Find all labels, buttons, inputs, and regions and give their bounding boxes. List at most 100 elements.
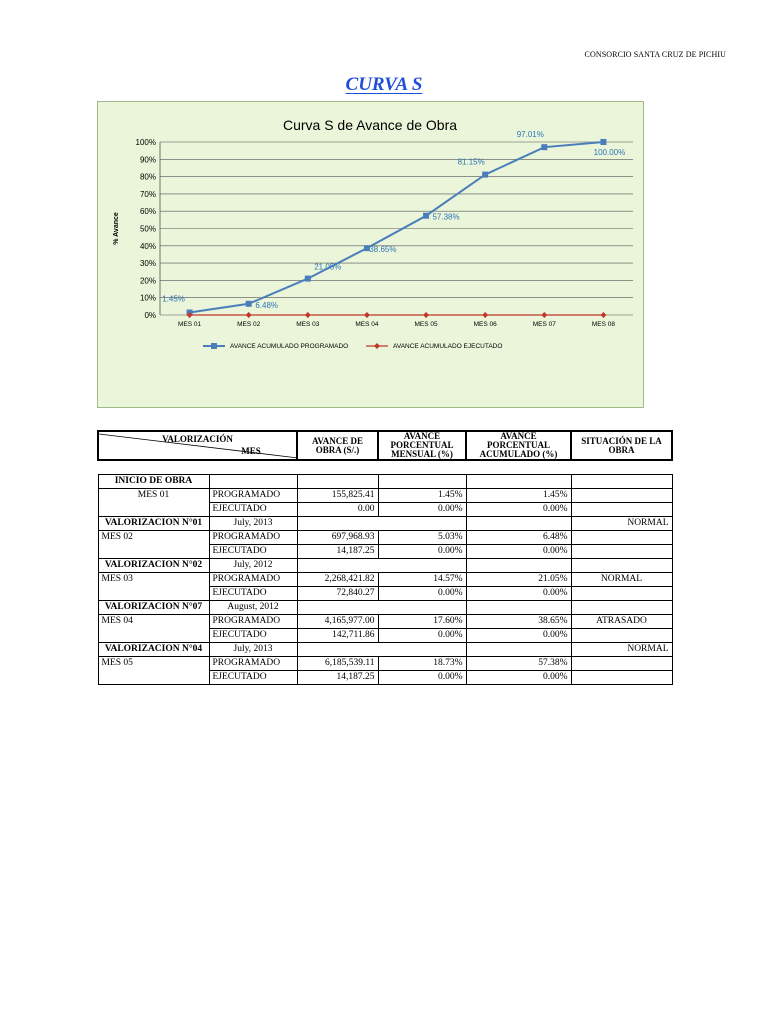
document-title: CURVA S (345, 74, 423, 95)
data-label: 57.38% (432, 213, 459, 222)
series-line (189, 141, 604, 314)
diagonal-divider (100, 433, 295, 458)
mensual-cell: 17.60% (377, 614, 467, 629)
acumulado-cell: 57.38% (465, 656, 572, 671)
monto-cell: 0.00 (296, 502, 379, 517)
acumulado-cell: 0.00% (465, 544, 572, 559)
x-tick-label: MES 04 (355, 321, 379, 328)
acumulado-cell: 0.00% (465, 586, 572, 601)
y-tick-label: 50% (140, 225, 156, 234)
table-row: MES 01 PROGRAMADO 155,825.41 1.45% 1.45% (97, 488, 673, 503)
x-tick-label: MES 01 (178, 321, 202, 328)
acumulado-cell: 0.00% (465, 670, 572, 685)
x-tick-label: MES 06 (474, 321, 498, 328)
chart-svg: Curva S de Avance de Obra 0% 10% 20% 30% 40% 5… (113, 117, 633, 350)
tipo-cell: PROGRAMADO (208, 614, 298, 629)
mes-cell: MES 01 (97, 488, 209, 503)
empty-cell (465, 600, 572, 615)
table-header-row: VALORIZACIÓN MES AVANCE DE OBRA (S/.) AV… (97, 430, 673, 461)
mensual-cell: 0.00% (377, 628, 467, 643)
s-curve-chart: Curva S de Avance de Obra 0% 10% 20% 30% 40% 5… (97, 101, 644, 408)
y-tick-label: 90% (140, 155, 156, 164)
empty-cell (465, 642, 572, 657)
x-tick-label: MES 05 (415, 321, 439, 328)
x-tick-label: MES 08 (592, 321, 616, 328)
mes-cell (97, 586, 209, 601)
tipo-cell: EJECUTADO (208, 544, 298, 559)
empty-cell (465, 474, 572, 489)
data-label: 81.15% (458, 158, 485, 167)
situacion-cell (570, 586, 673, 601)
tipo-cell: PROGRAMADO (208, 572, 298, 587)
empty-cell (296, 474, 379, 489)
inicio-label: INICIO DE OBRA (97, 474, 210, 489)
monto-cell: 4,165,977.00 (296, 614, 379, 629)
company-header: CONSORCIO SANTA CRUZ DE PICHIU (584, 50, 726, 59)
acumulado-cell: 1.45% (465, 488, 572, 503)
table-row: EJECUTADO 142,711.86 0.00% 0.00% (97, 628, 673, 643)
monto-cell: 142,711.86 (296, 628, 379, 643)
empty-cell (378, 558, 466, 573)
situacion-cell (570, 600, 673, 615)
y-tick-label: 20% (140, 276, 156, 285)
situacion-cell (570, 628, 673, 643)
y-tick-label: 10% (140, 294, 156, 303)
valorization-table: VALORIZACIÓN MES AVANCE DE OBRA (S/.) AV… (97, 430, 673, 685)
mensual-cell: 1.45% (377, 488, 467, 503)
legend-label: AVANCE ACUMULADO EJECUTADO (393, 343, 502, 350)
valorizacion-date: August, 2012 (208, 600, 298, 615)
empty-cell (378, 600, 466, 615)
tipo-cell: EJECUTADO (208, 670, 298, 685)
data-point (363, 312, 370, 318)
data-point (304, 275, 311, 282)
mensual-cell: 0.00% (377, 670, 467, 685)
y-axis-label: % Avance (113, 212, 120, 245)
y-tick-label: 70% (140, 190, 156, 199)
valorizacion-date: July, 2013 (208, 642, 298, 657)
table-row: MES 04 PROGRAMADO 4,165,977.00 17.60% 38.65%… (97, 614, 673, 629)
monto-cell: 697,968.93 (296, 530, 379, 545)
data-label: 6.48% (255, 301, 278, 310)
table-row: MES 02 PROGRAMADO 697,968.93 5.03% 6.48% (97, 530, 673, 545)
valorizacion-header-row: VALORIZACION N°02 July, 2012 (97, 558, 673, 573)
mensual-cell: 0.00% (377, 544, 467, 559)
empty-cell (465, 558, 572, 573)
data-point (363, 245, 370, 252)
empty-cell (297, 516, 378, 531)
empty-cell (378, 516, 466, 531)
valorizacion-header-row: VALORIZACION N°07 August, 2012 (97, 600, 673, 615)
table-row: MES 05 PROGRAMADO 6,185,539.11 18.73% 57.38% (97, 656, 673, 671)
monto-cell: 6,185,539.11 (296, 656, 379, 671)
valorizacion-label: VALORIZACION N°04 (97, 642, 210, 657)
mensual-cell: 5.03% (377, 530, 467, 545)
situacion-cell: NORMAL (570, 642, 673, 657)
data-point (245, 312, 252, 318)
situacion-cell (570, 558, 673, 573)
legend-label: AVANCE ACUMULADO PROGRAMADO (230, 343, 348, 350)
tipo-cell: EJECUTADO (208, 502, 298, 517)
y-tick-label: 60% (140, 207, 156, 216)
data-point (541, 144, 548, 151)
monto-cell: 14,187.25 (296, 544, 379, 559)
situacion-cell: NORMAL (570, 516, 673, 531)
y-tick-label: 30% (140, 259, 156, 268)
empty-cell (378, 642, 466, 657)
empty-cell (297, 642, 378, 657)
monto-cell: 72,840.27 (296, 586, 379, 601)
tipo-cell: EJECUTADO (208, 586, 298, 601)
y-tick-label: 40% (140, 242, 156, 251)
acumulado-cell: 6.48% (465, 530, 572, 545)
empty-cell (297, 600, 378, 615)
legend-marker (211, 343, 217, 349)
valorizacion-label: VALORIZACION N°01 (97, 516, 210, 531)
empty-cell (570, 474, 673, 489)
data-point (600, 312, 607, 318)
data-label: 21.05% (314, 263, 341, 272)
header-avance-obra: AVANCE DE OBRA (S/.) (296, 430, 379, 461)
situacion-cell (570, 656, 673, 671)
header-mes: MES (241, 446, 261, 456)
acumulado-cell: 0.00% (465, 502, 572, 517)
valorizacion-header-row: VALORIZACION N°01 July, 2013 NORMAL (97, 516, 673, 531)
situacion-cell (570, 530, 673, 545)
data-point (186, 312, 193, 318)
